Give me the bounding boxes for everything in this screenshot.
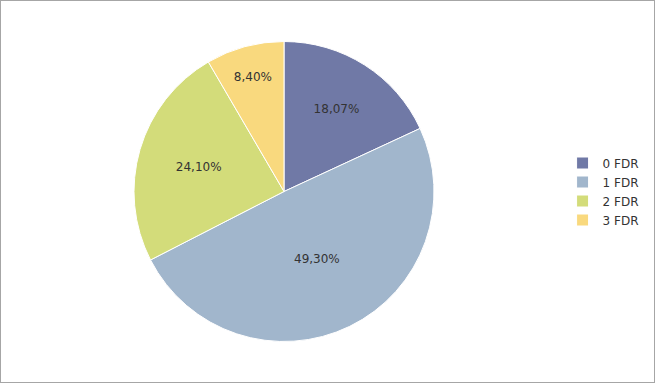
svg-text:0 FDR: 0 FDR	[603, 157, 639, 171]
svg-text:2 FDR: 2 FDR	[603, 195, 639, 209]
svg-text:49,30%: 49,30%	[294, 252, 340, 266]
svg-text:8,40%: 8,40%	[234, 70, 272, 84]
svg-text:18,07%: 18,07%	[314, 102, 360, 116]
svg-text:1 FDR: 1 FDR	[603, 176, 639, 190]
svg-text:3 FDR: 3 FDR	[603, 214, 639, 228]
svg-text:24,10%: 24,10%	[176, 160, 222, 174]
